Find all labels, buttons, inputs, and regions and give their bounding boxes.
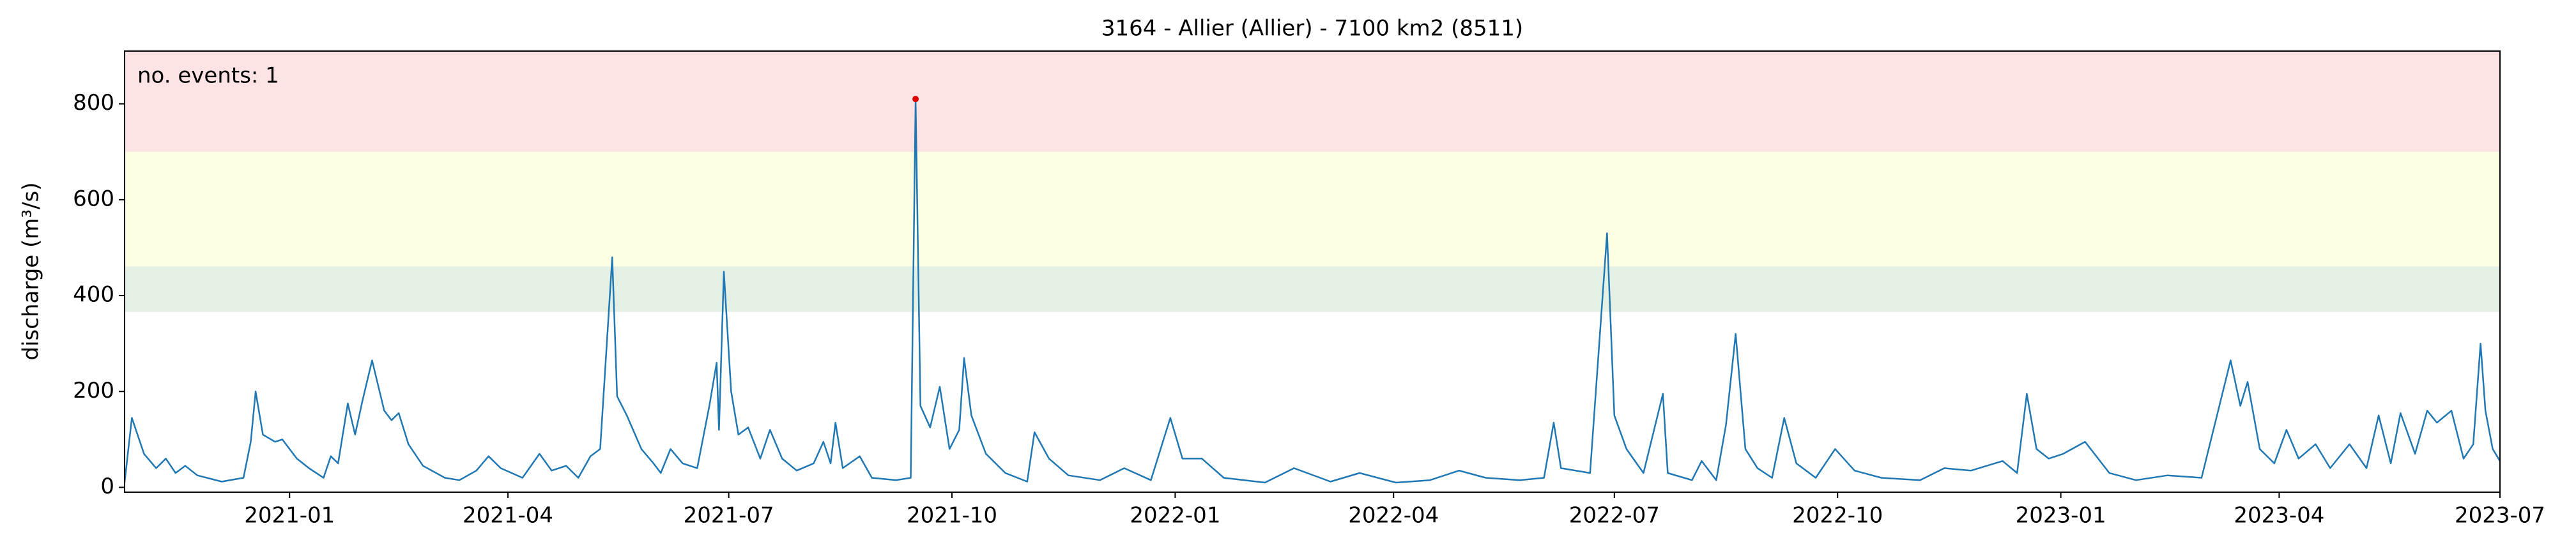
threshold-band bbox=[125, 266, 2500, 312]
plot-frame bbox=[124, 50, 2501, 493]
chart-title: 3164 - Allier (Allier) - 7100 km2 (8511) bbox=[1101, 16, 1523, 41]
y-tick-label: 200 bbox=[73, 378, 114, 403]
x-tick-label: 2021-07 bbox=[684, 503, 774, 529]
y-tick-label: 400 bbox=[73, 282, 114, 308]
x-tick-label: 2022-10 bbox=[1792, 503, 1883, 529]
y-tick-label: 600 bbox=[73, 186, 114, 211]
x-tick-label: 2022-01 bbox=[1130, 503, 1220, 529]
x-tick-label: 2021-01 bbox=[244, 503, 335, 529]
x-tick-label: 2023-04 bbox=[2234, 503, 2324, 529]
y-axis-label: discharge (m³/s) bbox=[19, 183, 44, 361]
x-tick-label: 2022-04 bbox=[1348, 503, 1439, 529]
x-tick-label: 2021-10 bbox=[907, 503, 997, 529]
y-tick-label: 800 bbox=[73, 90, 114, 116]
x-tick-label: 2023-07 bbox=[2455, 503, 2545, 529]
x-tick-label: 2022-07 bbox=[1569, 503, 1660, 529]
threshold-band bbox=[125, 51, 2500, 152]
data-line bbox=[123, 98, 2501, 484]
annotation: no. events: 1 bbox=[137, 63, 279, 89]
threshold-band bbox=[125, 151, 2500, 267]
y-tick-label: 0 bbox=[100, 474, 114, 499]
event-point bbox=[912, 96, 919, 103]
x-tick-label: 2021-04 bbox=[463, 503, 553, 529]
x-tick-label: 2023-01 bbox=[2016, 503, 2106, 529]
